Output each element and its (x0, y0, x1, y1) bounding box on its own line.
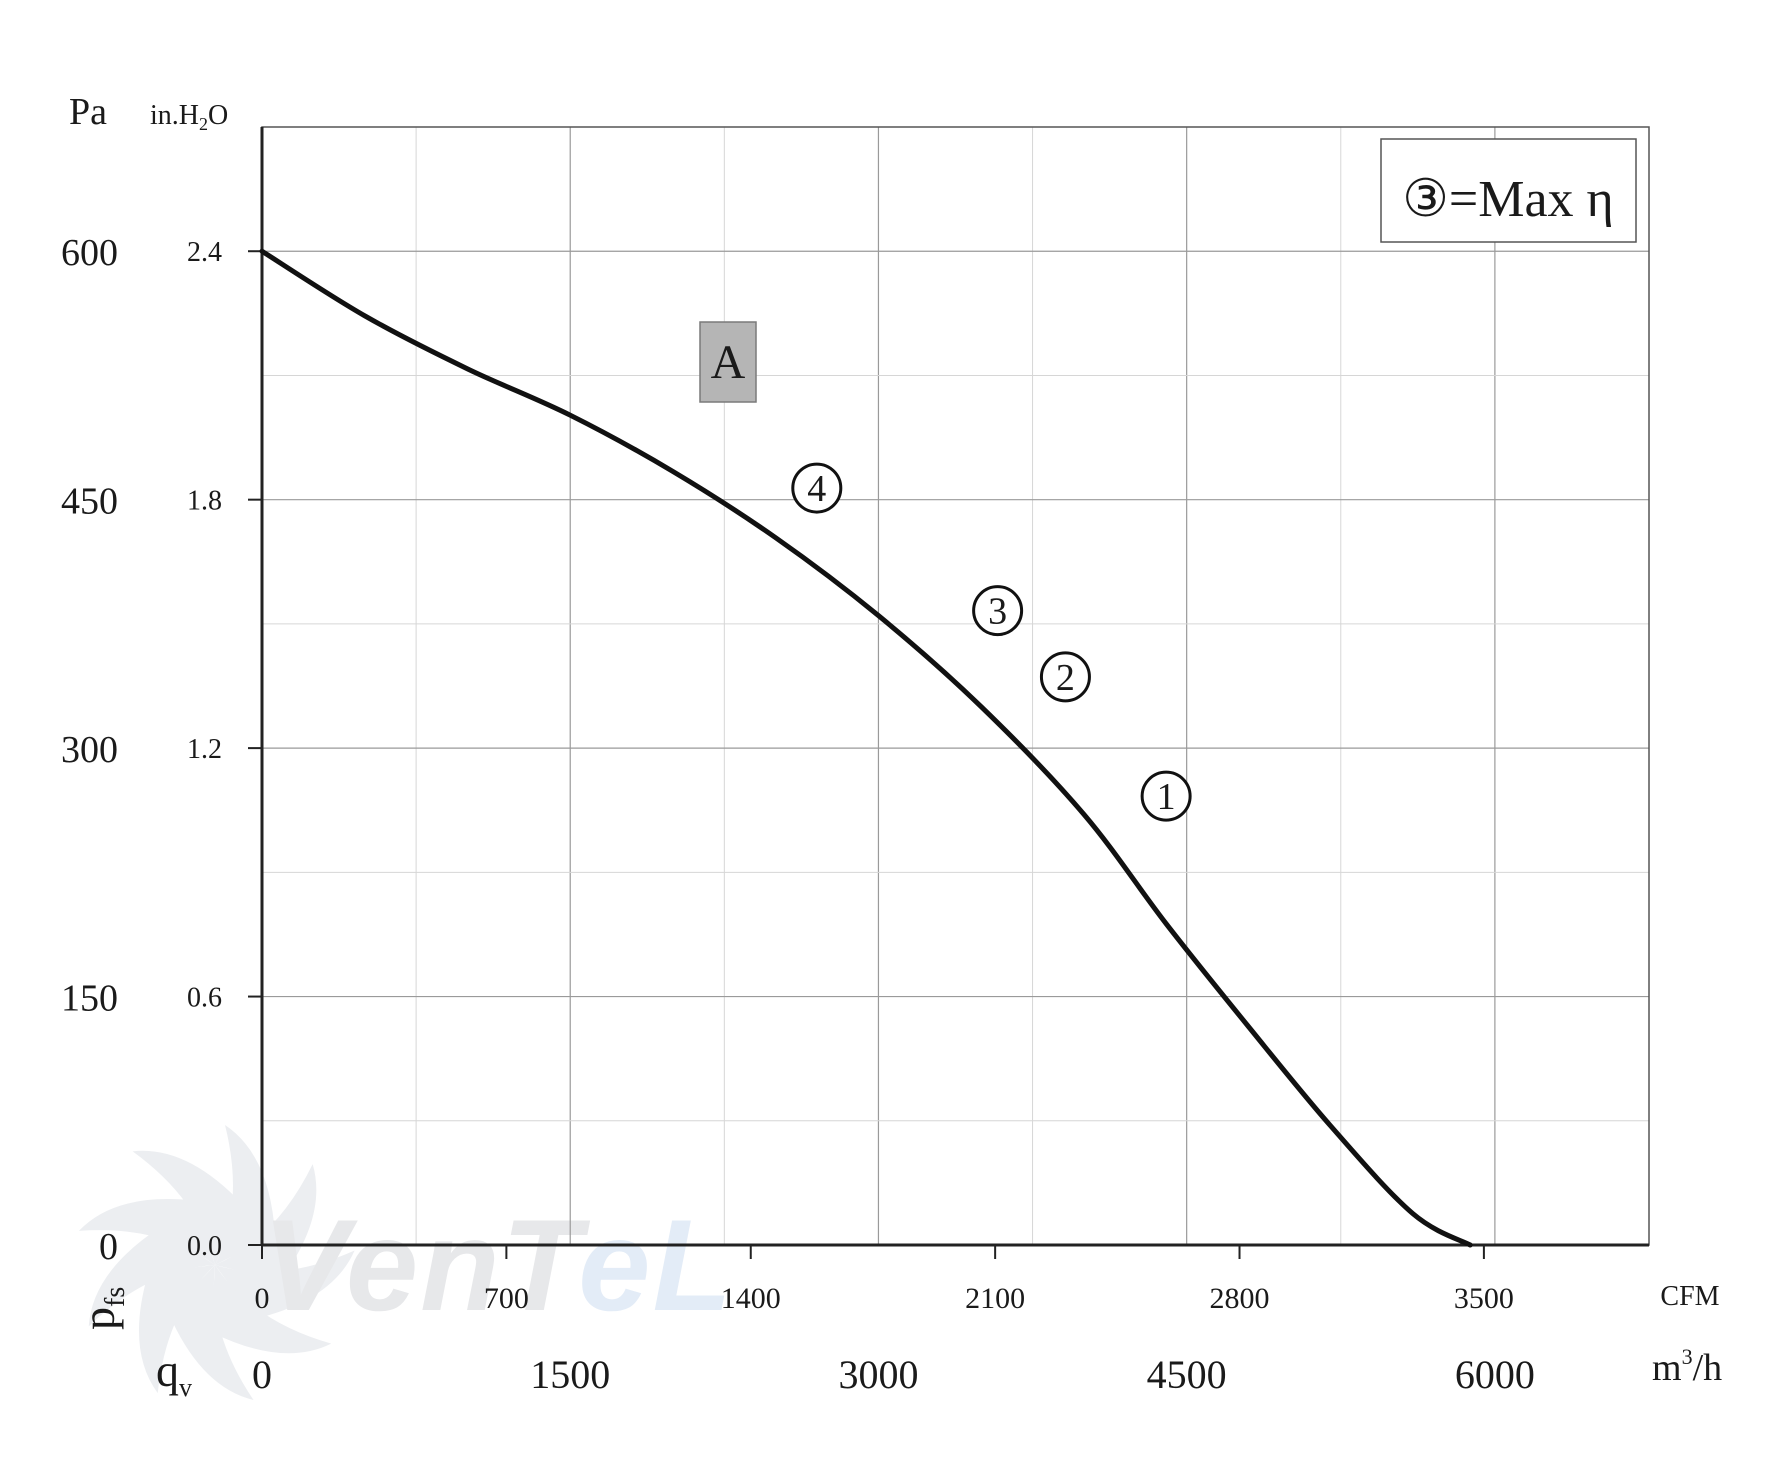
x-symbol-qv: qv (156, 1345, 192, 1402)
y-tick-pa: 150 (61, 978, 118, 1020)
y-tick-labels-pa: 0 150 300 450 600 (61, 232, 118, 1268)
ventel-watermark: VenTeL (78, 1125, 734, 1400)
x-tick-labels-cfm: 0 700 1400 2100 2800 3500 (255, 1282, 1514, 1315)
operating-point-label: 2 (1056, 657, 1075, 699)
x-tick-m3h: 0 (252, 1352, 272, 1397)
y-tick-inh2o: 0.6 (187, 983, 222, 1014)
watermark-blade (138, 1265, 215, 1394)
fan-curve-series (259, 248, 1473, 1248)
legend: ③=Max η (1380, 138, 1637, 243)
operating-point-2: 2 (1039, 651, 1091, 703)
x-tick-m3h: 3000 (838, 1352, 918, 1397)
watermark-text: VenTeL (262, 1192, 734, 1338)
operating-point-marker (1140, 770, 1192, 822)
y-unit-inh2o: in.H2O (150, 100, 228, 134)
curve-label-a: A (699, 321, 757, 403)
y-tick-pa: 300 (61, 729, 118, 771)
operating-point-marker (791, 462, 843, 514)
curve-label-text: A (711, 336, 746, 389)
x-tick-cfm: 0 (255, 1282, 270, 1315)
x-tick-m3h: 6000 (1455, 1352, 1535, 1397)
x-tick-cfm: 3500 (1454, 1282, 1514, 1315)
operating-point-3: 3 (972, 585, 1024, 637)
operating-point-1: 1 (1140, 770, 1192, 822)
fan-curve-line (259, 248, 1473, 1248)
y-tick-inh2o: 1.2 (187, 734, 222, 765)
y-tick-inh2o: 1.8 (187, 486, 222, 517)
y-unit-pa: Pa (69, 91, 107, 133)
x-unit-m3h: m3/h (1652, 1344, 1722, 1389)
x-tick-m3h: 1500 (530, 1352, 610, 1397)
watermark-blade (88, 1228, 215, 1327)
x-tick-m3h: 4500 (1147, 1352, 1227, 1397)
watermark-blade (210, 1265, 332, 1354)
y-tick-pa: 600 (61, 232, 118, 274)
watermark-blade (78, 1199, 215, 1265)
watermark-blade (215, 1250, 355, 1319)
operating-point-marker (972, 585, 1024, 637)
y-tick-pa: 450 (61, 481, 118, 523)
operating-point-label: 1 (1157, 776, 1176, 818)
operating-points: 4 3 2 1 (791, 462, 1192, 822)
y-symbol-pfs: pfs (73, 1287, 131, 1330)
chart-grid (262, 127, 1649, 1245)
x-tick-cfm: 2800 (1210, 1282, 1270, 1315)
watermark-blade (168, 1265, 254, 1400)
y-tick-inh2o: 0.0 (187, 1231, 222, 1262)
operating-point-marker (1039, 651, 1091, 703)
y-tick-inh2o: 2.4 (187, 237, 222, 268)
y-tick-labels-inh2o: 0.0 0.6 1.2 1.8 2.4 (187, 237, 222, 1262)
operating-point-label: 4 (807, 468, 826, 510)
operating-point-4: 4 (791, 462, 843, 514)
plot-frame (261, 126, 1650, 1246)
operating-point-label: 3 (988, 591, 1007, 633)
legend-box (1380, 138, 1637, 243)
x-tick-cfm: 700 (484, 1282, 529, 1315)
watermark-blade (215, 1164, 317, 1281)
watermark-blade (132, 1150, 242, 1265)
x-tick-labels-m3h: 0 1500 3000 4500 6000 (252, 1352, 1535, 1397)
curve-label-box (699, 321, 757, 403)
x-tick-cfm: 2100 (965, 1282, 1025, 1315)
x-tick-cfm: 1400 (721, 1282, 781, 1315)
x-unit-cfm: CFM (1660, 1281, 1719, 1312)
y-tick-pa: 0 (99, 1226, 118, 1268)
chart-axes (248, 127, 1649, 1259)
legend-text: ③=Max η (1402, 171, 1613, 228)
